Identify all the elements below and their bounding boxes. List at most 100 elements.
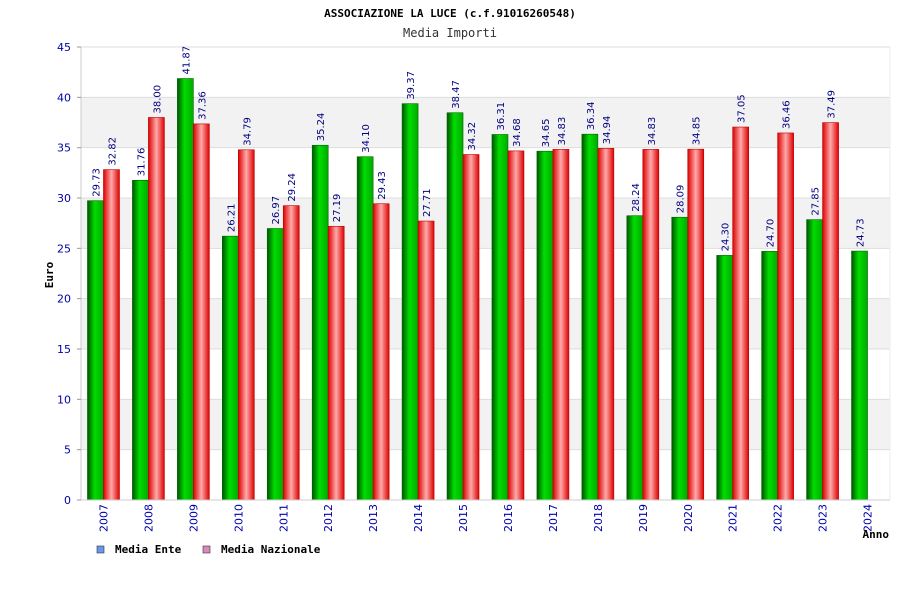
y-tick-label: 15 <box>57 343 71 356</box>
data-label-media-nazionale-2010: 34.79 <box>242 117 253 146</box>
bar-media-ente-2021 <box>716 255 733 501</box>
data-label-media-nazionale-2007: 32.82 <box>107 137 118 166</box>
bar-media-nazionale-2016 <box>507 150 525 501</box>
data-label-media-nazionale-2016: 34.68 <box>512 118 523 147</box>
data-label-media-nazionale-2023: 37.49 <box>827 90 838 119</box>
grid-band <box>81 399 890 450</box>
bar-media-nazionale-2011 <box>282 205 300 501</box>
data-label-media-ente-2016: 36.31 <box>496 102 507 131</box>
grid-lines <box>81 46 890 501</box>
bar-media-nazionale-2020 <box>687 148 705 501</box>
data-label-media-nazionale-2021: 37.05 <box>737 94 748 123</box>
x-tick-label-2020: 2020 <box>682 504 695 532</box>
data-label-media-ente-2015: 38.47 <box>451 80 462 109</box>
x-tick-label-2022: 2022 <box>772 504 785 532</box>
bar-media-nazionale-2021 <box>732 126 749 501</box>
x-tick-label-2018: 2018 <box>592 504 605 532</box>
legend-label-media-nazionale: Media Nazionale <box>221 543 321 556</box>
grid-band <box>81 97 890 148</box>
bar-media-nazionale-2010 <box>238 149 255 501</box>
bar-media-ente-2013 <box>356 156 374 501</box>
bar-media-nazionale-2017 <box>552 149 570 501</box>
bar-media-ente-2017 <box>536 150 554 501</box>
y-tick-label: 20 <box>57 293 71 306</box>
bar-media-ente-2010 <box>222 235 239 501</box>
y-tick-label: 0 <box>64 494 71 507</box>
chart-subtitle: Media Importi <box>403 26 497 40</box>
bar-media-nazionale-2018 <box>597 147 615 501</box>
bar-media-nazionale-2007 <box>103 169 120 501</box>
y-axis-label: Euro <box>43 261 56 288</box>
bar-media-ente-2014 <box>401 103 419 501</box>
y-axis-ticks: 0 5 10 15 20 25 30 35 40 45 <box>57 41 81 507</box>
plot-background-bands <box>81 47 890 500</box>
x-tick-label-2023: 2023 <box>817 504 830 532</box>
bar-media-nazionale-2008 <box>148 117 165 501</box>
data-label-media-ente-2020: 28.09 <box>676 185 687 214</box>
bar-media-nazionale-2014 <box>417 220 435 501</box>
bar-media-nazionale-2019 <box>642 149 660 501</box>
data-label-media-nazionale-2020: 34.85 <box>692 117 703 146</box>
grid-band <box>81 198 890 249</box>
data-label-media-ente-2018: 36.34 <box>586 102 597 131</box>
x-tick-label-2015: 2015 <box>457 504 470 532</box>
legend-swatch-media-nazionale <box>202 545 211 554</box>
data-label-media-nazionale-2009: 37.36 <box>197 91 208 120</box>
bar-media-ente-2011 <box>266 228 284 501</box>
bar-media-nazionale-2023 <box>822 122 839 501</box>
data-label-media-ente-2024: 24.73 <box>856 218 867 247</box>
data-label-media-ente-2011: 26.97 <box>271 196 282 225</box>
data-label-media-ente-2010: 26.21 <box>226 204 237 233</box>
data-label-media-nazionale-2019: 34.83 <box>647 117 658 146</box>
bar-media-nazionale-2022 <box>777 132 794 501</box>
bar-media-nazionale-2012 <box>327 225 345 501</box>
x-tick-label-2017: 2017 <box>547 504 560 532</box>
x-tick-label-2014: 2014 <box>412 504 425 532</box>
y-tick-label: 40 <box>57 91 71 104</box>
bars <box>87 78 868 501</box>
legend-label-media-ente: Media Ente <box>115 543 182 556</box>
x-tick-label-2024: 2024 <box>862 504 875 532</box>
data-label-media-ente-2009: 41.87 <box>181 46 192 75</box>
legend-swatch-media-ente <box>96 545 105 554</box>
data-label-media-nazionale-2008: 38.00 <box>152 85 163 114</box>
data-label-media-ente-2007: 29.73 <box>91 168 102 197</box>
data-label-media-nazionale-2018: 34.94 <box>602 116 613 145</box>
bar-media-ente-2020 <box>671 216 689 501</box>
data-label-media-ente-2013: 34.10 <box>361 124 372 153</box>
grid-band <box>81 298 890 349</box>
bar-media-ente-2015 <box>446 112 464 501</box>
data-label-media-ente-2019: 28.24 <box>631 183 642 212</box>
x-tick-label-2010: 2010 <box>232 504 245 532</box>
x-tick-label-2013: 2013 <box>367 504 380 532</box>
bar-media-ente-2024 <box>851 250 868 501</box>
x-tick-label-2019: 2019 <box>637 504 650 532</box>
bar-media-ente-2012 <box>311 144 329 501</box>
data-label-media-nazionale-2014: 27.71 <box>422 188 433 217</box>
x-axis-ticks: 2007 2008 2009 2010 2011 2012 2013 2014 2015 2016… <box>97 504 874 532</box>
bar-media-nazionale-2013 <box>372 203 390 501</box>
y-tick-label: 35 <box>57 142 71 155</box>
bar-media-nazionale-2009 <box>193 123 210 501</box>
data-label-media-nazionale-2011: 29.24 <box>287 173 298 202</box>
axes <box>80 47 891 501</box>
bar-media-ente-2016 <box>491 134 509 501</box>
x-tick-label-2021: 2021 <box>727 504 740 532</box>
bar-media-ente-2018 <box>581 133 599 501</box>
data-label-media-ente-2017: 34.65 <box>541 119 552 148</box>
x-tick-label-2007: 2007 <box>97 504 110 532</box>
data-label-media-nazionale-2022: 36.46 <box>782 100 793 129</box>
bar-media-nazionale-2015 <box>462 154 480 501</box>
data-label-media-ente-2012: 35.24 <box>316 113 327 142</box>
legend: Media Ente Media Nazionale <box>96 543 321 556</box>
data-label-media-ente-2014: 39.37 <box>406 71 417 100</box>
y-tick-label: 25 <box>57 242 71 255</box>
chart-title: ASSOCIAZIONE LA LUCE (c.f.91016260548) <box>324 7 576 20</box>
x-tick-label-2016: 2016 <box>502 504 515 532</box>
bar-media-ente-2023 <box>806 219 823 501</box>
y-tick-label: 5 <box>64 444 71 457</box>
x-tick-label-2011: 2011 <box>277 504 290 532</box>
x-axis-label: Anno <box>863 528 890 541</box>
y-tick-label: 45 <box>57 41 71 54</box>
